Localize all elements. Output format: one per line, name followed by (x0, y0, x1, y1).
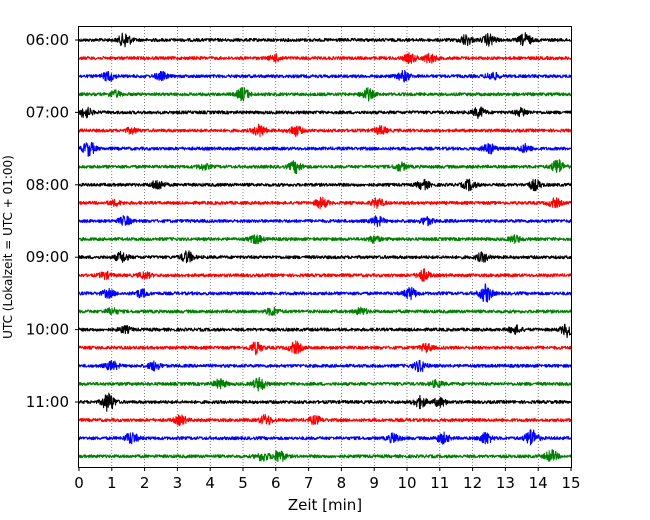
seismogram-traces (78, 32, 572, 463)
seismogram-trace (78, 32, 572, 48)
seismogram-trace (78, 106, 572, 119)
x-tick-label: 9 (369, 474, 379, 492)
y-axis-ticks: 06:00 07:00 08:00 09:00 10:00 11:00 (26, 31, 79, 411)
x-tick-label: 6 (271, 474, 281, 492)
seismogram-trace (78, 178, 572, 192)
x-axis-ticks: 0 1 2 3 4 5 6 7 8 9 10 11 12 13 14 15 (74, 467, 581, 492)
seismogram-trace (78, 250, 572, 264)
plot-frame (78, 26, 572, 468)
x-tick-label: 2 (140, 474, 150, 492)
seismogram-trace (78, 376, 572, 392)
seismogram-trace (78, 340, 572, 356)
x-tick-label: 10 (397, 474, 416, 492)
seismogram-trace (78, 52, 572, 64)
x-tick-label: 14 (529, 474, 548, 492)
x-tick-label: 4 (205, 474, 215, 492)
x-tick-label: 8 (337, 474, 347, 492)
x-tick-label: 15 (561, 474, 580, 492)
seismogram-trace (78, 306, 572, 316)
y-tick-label: 08:00 (26, 176, 69, 194)
y-axis-label: UTC (Lokalzeit = UTC + 01:00) (1, 155, 15, 339)
seismogram-trace (78, 323, 572, 339)
seismogram-trace (78, 123, 572, 138)
seismogram-trace (78, 359, 572, 373)
seismogram-trace (78, 196, 572, 210)
x-tick-label: 7 (304, 474, 314, 492)
seismogram-trace (78, 449, 572, 463)
seismogram-trace (78, 268, 572, 282)
seismogram-trace (78, 159, 572, 175)
x-tick-label: 1 (107, 474, 117, 492)
seismogram-trace (78, 392, 572, 412)
seismogram-trace (78, 141, 572, 157)
y-tick-label: 11:00 (26, 393, 69, 411)
x-tick-label: 12 (463, 474, 482, 492)
x-tick-label: 3 (173, 474, 183, 492)
vertical-gridlines (111, 27, 539, 467)
x-tick-label: 5 (238, 474, 248, 492)
y-tick-label: 10:00 (26, 321, 69, 339)
x-tick-label: 0 (74, 474, 84, 492)
y-tick-label: 07:00 (26, 103, 69, 121)
x-tick-label: 11 (430, 474, 449, 492)
x-tick-label: 13 (496, 474, 515, 492)
seismogram-trace (78, 87, 572, 102)
seismogram-trace (78, 234, 572, 245)
seismogram-trace (78, 413, 572, 427)
seismogram-trace (78, 215, 572, 228)
seismogram-trace (78, 429, 572, 446)
seismogram-trace (78, 70, 572, 83)
seismogram-trace (78, 283, 572, 303)
x-axis-label: Zeit [min] (288, 496, 362, 514)
y-tick-label: 06:00 (26, 31, 69, 49)
y-tick-label: 09:00 (26, 248, 69, 266)
